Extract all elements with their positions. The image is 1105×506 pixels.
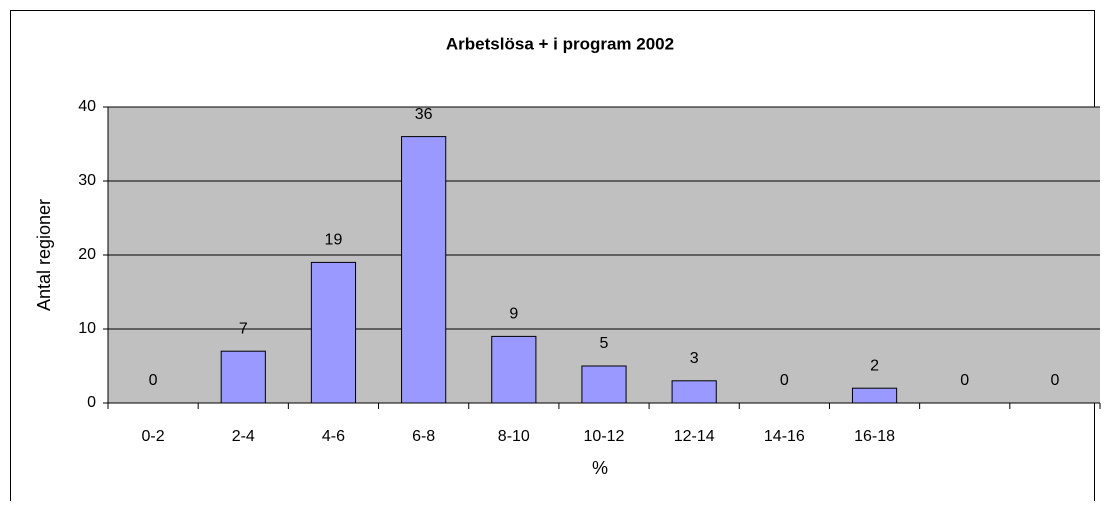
data-label: 36 xyxy=(415,106,433,123)
y-tick-label: 0 xyxy=(87,394,96,411)
x-tick-label: 14-16 xyxy=(764,428,805,445)
y-tick-label: 10 xyxy=(78,320,96,337)
x-tick-label: 6-8 xyxy=(412,428,435,445)
bar xyxy=(310,261,357,404)
x-tick-label: 2-4 xyxy=(232,428,255,445)
bar xyxy=(671,380,717,404)
y-axis-label: Antal regioner xyxy=(34,199,54,311)
chart-title: Arbetslösa + i program 2002 xyxy=(446,34,674,53)
x-axis-label: % xyxy=(592,458,608,478)
bar xyxy=(851,387,898,404)
data-label: 7 xyxy=(239,320,248,337)
x-tick-label: 12-14 xyxy=(674,428,715,445)
data-label: 0 xyxy=(149,372,158,389)
bar xyxy=(220,350,266,404)
bar xyxy=(491,335,537,404)
x-tick-label: 4-6 xyxy=(322,428,345,445)
bar xyxy=(401,136,447,404)
data-label: 19 xyxy=(325,232,343,249)
y-tick-label: 20 xyxy=(78,246,96,263)
x-tick-label: 10-12 xyxy=(584,428,625,445)
y-tick-label: 40 xyxy=(78,98,96,115)
data-label: 9 xyxy=(509,306,518,323)
data-label: 5 xyxy=(600,335,609,352)
data-label: 0 xyxy=(780,372,789,389)
data-label: 2 xyxy=(870,357,879,374)
data-label: 0 xyxy=(1050,372,1059,389)
data-label: 0 xyxy=(960,372,969,389)
bar xyxy=(581,365,627,404)
x-tick-label: 0-2 xyxy=(142,428,165,445)
data-label: 3 xyxy=(690,350,699,367)
x-tick-label: 8-10 xyxy=(498,428,530,445)
y-tick-label: 30 xyxy=(78,172,96,189)
x-tick-label: 16-18 xyxy=(854,428,895,445)
